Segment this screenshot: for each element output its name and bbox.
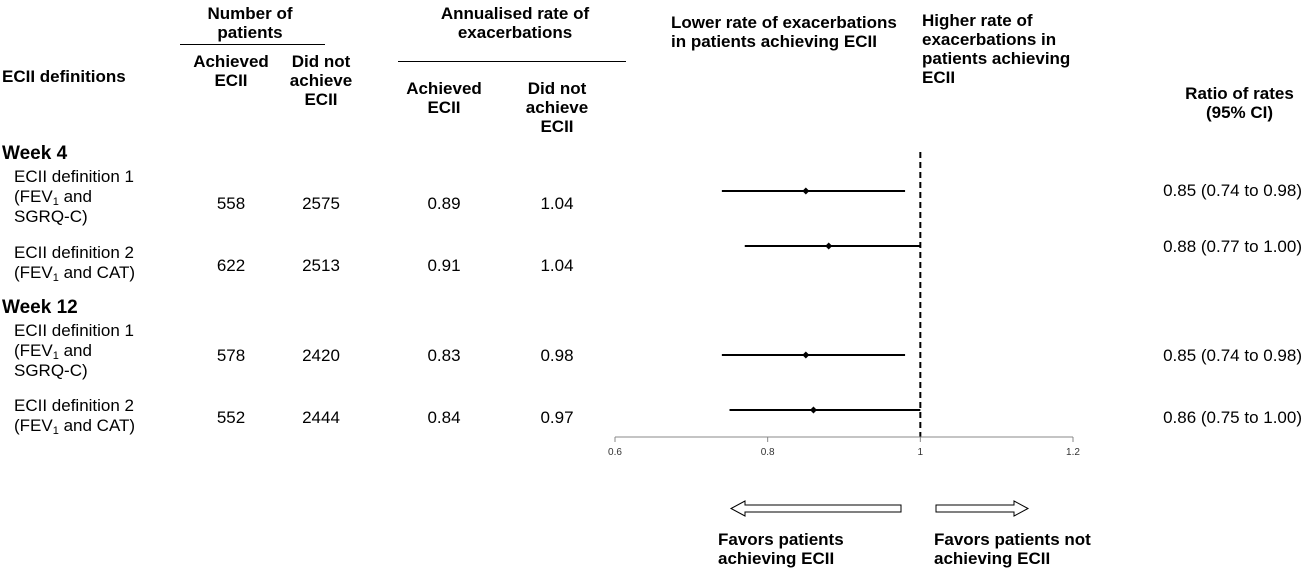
header-achieved-rate: Achieved ECII bbox=[406, 79, 482, 117]
cell-n-achieved: 622 bbox=[216, 256, 246, 275]
header-achieved-patients: Achieved ECII bbox=[193, 52, 269, 90]
header-number-of-patients: Number of patients bbox=[207, 4, 293, 42]
cell-rate-achieved: 0.84 bbox=[427, 408, 461, 427]
cell-n-not-achieved: 2444 bbox=[302, 408, 340, 427]
row-definition-label: ECII definition 1 (FEV1 and SGRQ-C) bbox=[14, 321, 135, 380]
header-not-achieved-rate: Did not achieve ECII bbox=[525, 79, 589, 136]
group-label-week12: Week 12 bbox=[2, 297, 78, 318]
row-definition-label: ECII definition 1 (FEV1 and SGRQ-C) bbox=[14, 167, 135, 226]
row-definition-label: ECII definition 2 (FEV1 and CAT) bbox=[14, 243, 136, 284]
cell-ratio: 0.86 (0.75 to 1.00) bbox=[1163, 408, 1302, 427]
x-tick-label: 0.6 bbox=[608, 447, 622, 458]
header-rule-rate bbox=[398, 61, 626, 62]
point-estimate bbox=[825, 242, 833, 250]
x-tick-label: 1.2 bbox=[1066, 447, 1080, 458]
cell-rate-achieved: 0.83 bbox=[427, 346, 461, 365]
cell-n-not-achieved: 2420 bbox=[302, 346, 340, 365]
cell-n-achieved: 552 bbox=[216, 408, 246, 427]
cell-n-achieved: 558 bbox=[216, 194, 246, 213]
row-definition-label: ECII definition 2 (FEV1 and CAT) bbox=[14, 396, 136, 437]
cell-rate-not-achieved: 1.04 bbox=[540, 256, 574, 275]
footer-favors-not-achieving: Favors patients not achieving ECII bbox=[934, 530, 1091, 568]
header-higher-rate: Higher rate of exacerbations in patients… bbox=[922, 11, 1071, 87]
cell-ratio: 0.85 (0.74 to 0.98) bbox=[1163, 181, 1302, 200]
cell-ratio: 0.88 (0.77 to 1.00) bbox=[1163, 237, 1302, 256]
cell-n-achieved: 578 bbox=[216, 346, 246, 365]
header-ratio-of-rates: Ratio of rates (95% CI) bbox=[1185, 84, 1294, 122]
header-ecii-definitions: ECII definitions bbox=[2, 67, 126, 86]
cell-n-not-achieved: 2575 bbox=[302, 194, 340, 213]
cell-rate-achieved: 0.89 bbox=[427, 194, 461, 213]
arrow-left-icon bbox=[729, 500, 902, 517]
arrow-right-icon bbox=[935, 500, 1030, 517]
footer-favors-achieving: Favors patients achieving ECII bbox=[718, 530, 844, 568]
header-not-achieved-patients: Did not achieve ECII bbox=[289, 52, 353, 109]
cell-ratio: 0.85 (0.74 to 0.98) bbox=[1163, 346, 1302, 365]
cell-rate-not-achieved: 0.97 bbox=[540, 408, 574, 427]
cell-rate-not-achieved: 0.98 bbox=[540, 346, 574, 365]
header-annualised-rate: Annualised rate of exacerbations bbox=[440, 4, 590, 42]
group-label-week4: Week 4 bbox=[2, 143, 68, 164]
point-estimate bbox=[809, 406, 817, 414]
point-estimate bbox=[802, 187, 810, 195]
header-rule-patients bbox=[180, 44, 325, 45]
x-tick-label: 1 bbox=[918, 447, 924, 458]
cell-n-not-achieved: 2513 bbox=[302, 256, 340, 275]
point-estimate bbox=[802, 351, 810, 359]
cell-rate-not-achieved: 1.04 bbox=[540, 194, 574, 213]
cell-rate-achieved: 0.91 bbox=[427, 256, 461, 275]
x-tick-label: 0.8 bbox=[761, 447, 775, 458]
header-lower-rate: Lower rate of exacerbations in patients … bbox=[671, 13, 897, 51]
